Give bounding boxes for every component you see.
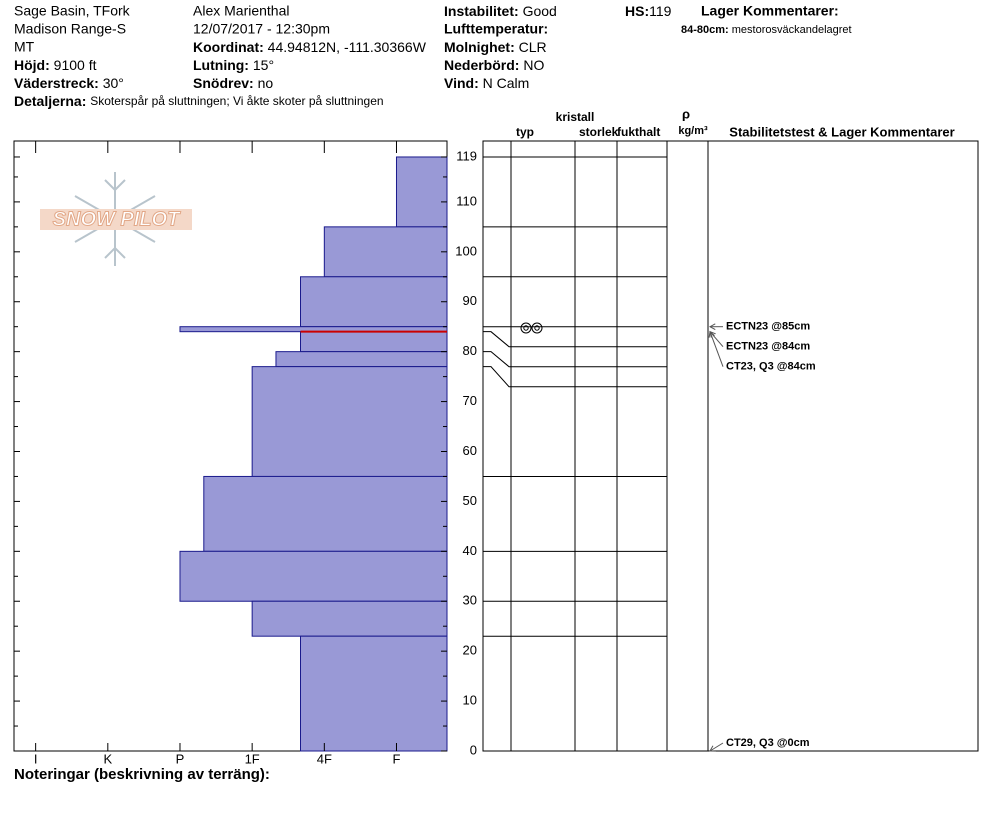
value: 30° [103,75,124,91]
value: 119 [649,3,672,19]
y-tick-label: 60 [463,443,477,458]
value: 44.94812N, -111.30366W [268,39,427,55]
value: 15° [253,57,274,73]
y-tick-label: 80 [463,343,477,358]
value: no [258,75,274,91]
state: MT [14,39,35,55]
test-arrow [709,331,724,367]
range: Madison Range-S [14,21,126,37]
wind: Vind: N Calm [444,75,529,91]
precipitation: Nederbörd: NO [444,57,544,73]
layer-connector [483,331,511,348]
value: mestorosväckandelagret [732,24,852,36]
hardness-bar [203,475,448,552]
x-tick-label: 1F [245,751,260,766]
test-label: CT23, Q3 @84cm [726,361,816,373]
observer: Alex Marienthal [193,3,290,19]
coordinates: Koordinat: 44.94812N, -111.30366W [193,39,427,55]
layer-connector [483,351,511,368]
column-header: Stabilitetstest & Lager Kommentarer [729,124,954,139]
y-tick-label: 40 [463,543,477,558]
test-label: ECTN23 @84cm [726,341,810,353]
details: Detaljerna: Skoterspår på sluttningen; V… [14,93,384,109]
x-tick-label: I [34,751,38,766]
y-tick-label: 70 [463,393,477,408]
value: Good [523,3,557,19]
y-tick-label: 30 [463,593,477,608]
y-tick-label: 10 [463,693,477,708]
label: Vind: [444,75,479,91]
y-tick-label: 119 [456,148,477,163]
y-tick-label: 110 [456,193,477,208]
slope: Lutning: 15° [193,57,274,73]
label: Snödrev: [193,75,254,91]
hardness-bar [395,156,448,228]
column-header: fukthalt [617,125,660,139]
x-tick-label: 4F [317,751,332,766]
sky: Molnighet: CLR [444,39,547,55]
label: 84-80cm: [681,24,729,36]
test-arrowhead [709,745,717,752]
value: CLR [519,39,547,55]
hardness-bar [300,331,448,353]
label: Höjd: [14,57,50,73]
column-header: typ [516,125,534,139]
label: Lutning: [193,57,249,73]
test-arrowhead [708,323,716,331]
hardness-bar [323,226,448,278]
layer-comments-title: Lager Kommentarer: [701,3,839,19]
test-label: CT29, Q3 @0cm [726,737,810,749]
air-temperature: Lufttemperatur: [444,21,548,37]
column-header: kg/m³ [678,125,708,137]
y-tick-label: 20 [463,643,477,658]
y-tick-label: 50 [463,493,477,508]
test-arrow [709,742,724,752]
value: 9100 ft [54,57,97,73]
value: Skoterspår på sluttningen; Vi åkte skote… [90,94,383,108]
x-tick-label: F [393,751,401,766]
value: NO [523,57,544,73]
test-arrowhead [708,330,715,338]
hardness-bar [179,550,448,602]
hardness-bar [275,351,448,368]
grain-symbol [520,322,543,334]
y-tick-label: 90 [463,293,477,308]
wind-loading: Snödrev: no [193,75,273,91]
elevation: Höjd: 9100 ft [14,57,97,73]
y-tick-label: 100 [455,243,477,258]
layer-comment: 84-80cm: mestorosväckandelagret [681,24,852,36]
logo-band [40,209,192,230]
hardness-bar [251,366,448,477]
aspect: Väderstreck: 30° [14,75,124,91]
hs: HS:119 [625,3,672,19]
layer-connector [483,366,511,388]
label: Detaljerna: [14,93,86,109]
logo: SNOW PILOT [53,208,181,230]
x-tick-label: K [103,751,112,766]
datetime: 12/07/2017 - 12:30pm [193,21,330,37]
hardness-bar [300,635,448,752]
label: HS: [625,3,649,19]
label: Molnighet: [444,39,515,55]
test-label: ECTN23 @85cm [726,321,810,333]
hardness-bar [300,276,448,328]
notes-label: Noteringar (beskrivning av terräng): [14,766,270,783]
table-frame [482,140,979,752]
label: Koordinat: [193,39,264,55]
label: Nederbörd: [444,57,519,73]
x-tick-label: P [176,751,185,766]
label: Väderstreck: [14,75,99,91]
column-header: ρ [682,106,690,121]
label: Instabilitet: [444,3,519,19]
hardness-bar [251,600,448,637]
instability: Instabilitet: Good [444,3,557,19]
column-header: kristall [556,110,595,124]
site: Sage Basin, TFork [14,3,131,19]
y-tick-label: 0 [470,742,477,757]
column-header: storlek [579,125,619,139]
value: N Calm [483,75,530,91]
